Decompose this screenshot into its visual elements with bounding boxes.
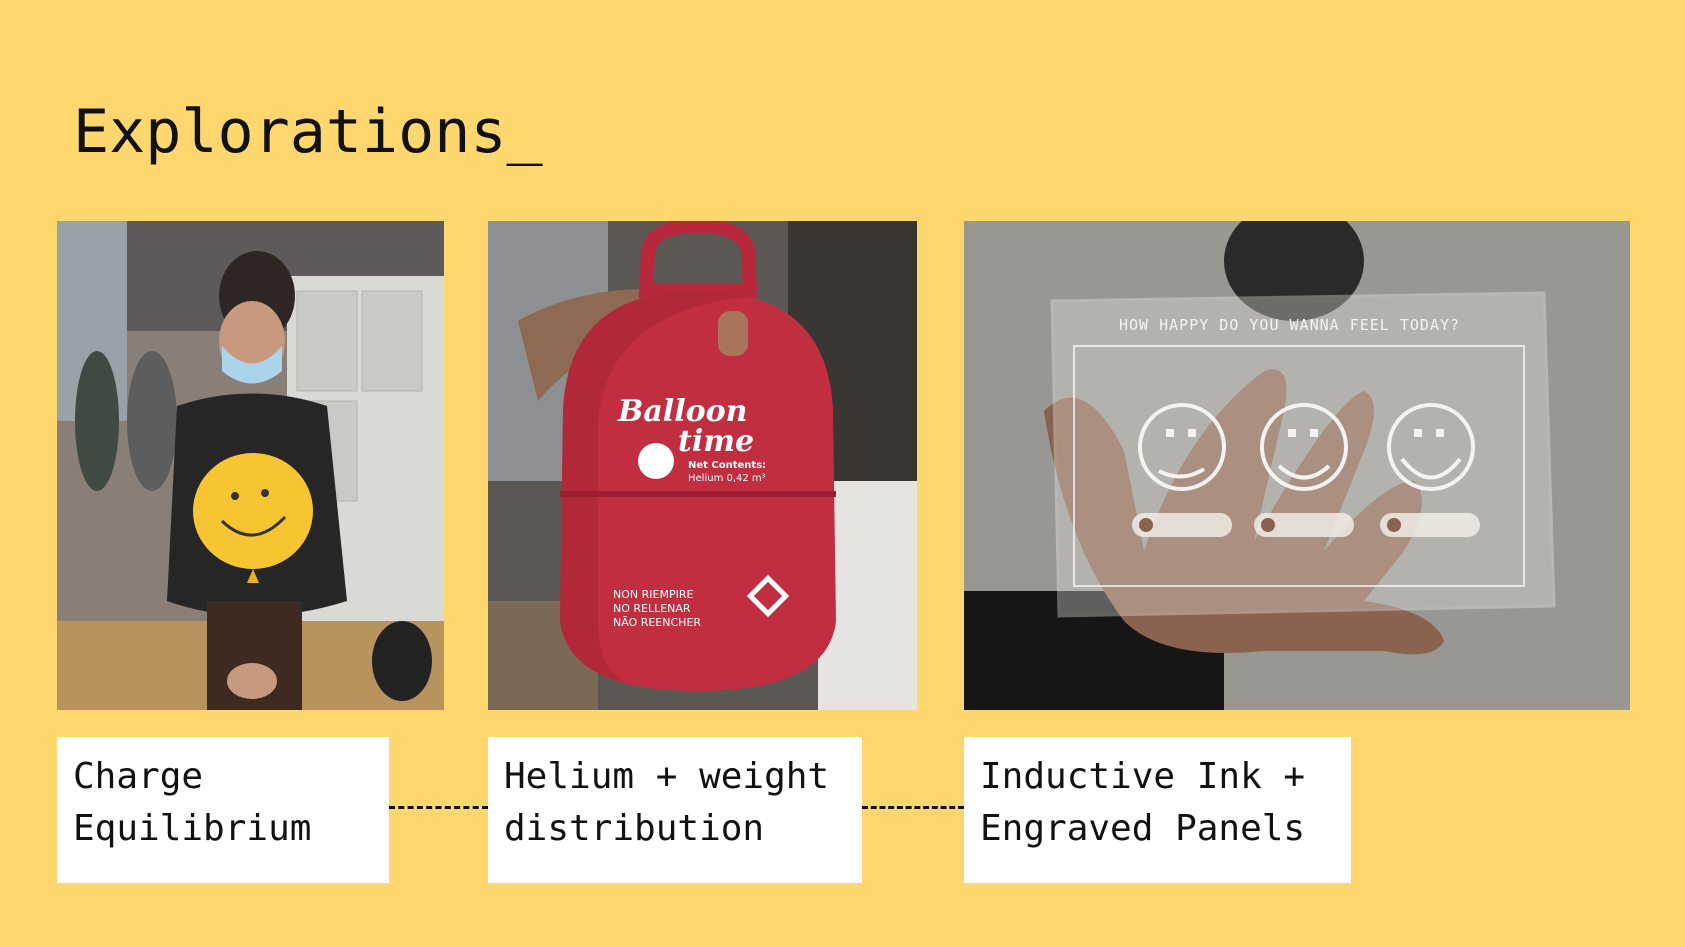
photo-helium-tank: Balloon time Net Contents: Helium 0,42 m… — [488, 221, 917, 710]
person-balloon-illustration — [57, 221, 444, 710]
caption-inductive-ink: Inductive Ink + Engraved Panels — [964, 737, 1351, 883]
engraved-panel-illustration: HOW HAPPY DO YOU WANNA FEEL TODAY? — [964, 221, 1630, 710]
caption-line: distribution — [504, 808, 765, 849]
dashed-connector — [389, 806, 488, 809]
tank-warning-3: NÃO REENCHER — [613, 616, 701, 629]
caption-helium-weight: Helium + weight distribution — [488, 737, 862, 883]
caption-charge-equilibrium: Charge Equilibrium — [57, 737, 389, 883]
caption-line: Equilibrium — [73, 808, 312, 849]
panel-engraving-text: HOW HAPPY DO YOU WANNA FEEL TODAY? — [1119, 316, 1460, 334]
tank-warning-2: NO RELLENAR — [613, 602, 691, 615]
caption-line: Inductive Ink + — [980, 756, 1306, 797]
photo-engraved-panel: HOW HAPPY DO YOU WANNA FEEL TODAY? — [964, 221, 1630, 710]
helium-tank-illustration: Balloon time Net Contents: Helium 0,42 m… — [488, 221, 917, 710]
caption-line: Engraved Panels — [980, 808, 1306, 849]
caption-line: Charge — [73, 756, 204, 797]
tank-contents-value: Helium 0,42 m³ — [688, 473, 766, 484]
tank-brand-line2: time — [678, 424, 754, 459]
tank-warning-1: NON RIEMPIRE — [613, 588, 693, 601]
tank-net-contents: Net Contents: — [688, 460, 766, 471]
caption-line: Helium + weight — [504, 756, 830, 797]
tank-brand-line1: Balloon — [617, 394, 747, 429]
slide-title: Explorations_ — [73, 97, 543, 167]
dashed-connector — [862, 806, 964, 809]
photo-charge-equilibrium — [57, 221, 444, 710]
